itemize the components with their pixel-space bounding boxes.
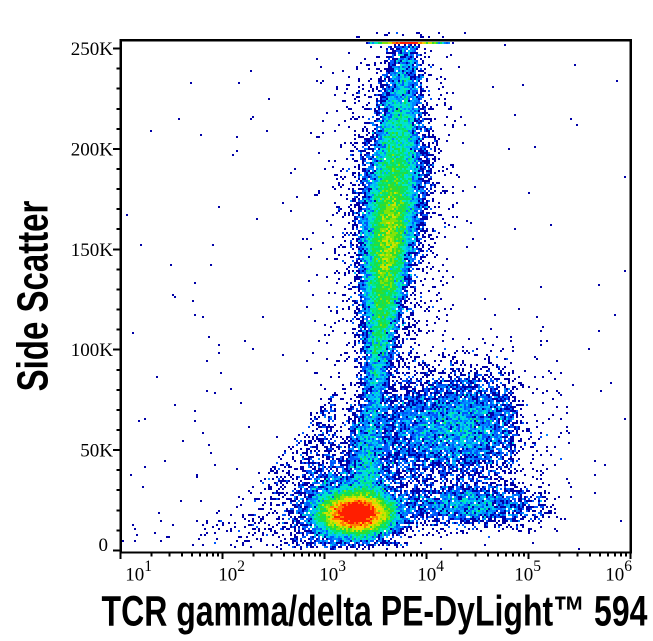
svg-text:0: 0 [99, 535, 109, 556]
svg-text:50K: 50K [80, 441, 113, 462]
svg-text:2: 2 [237, 558, 245, 575]
svg-text:4: 4 [436, 558, 444, 575]
svg-text:100K: 100K [71, 340, 114, 361]
svg-text:3: 3 [338, 558, 346, 575]
svg-text:10: 10 [125, 565, 144, 586]
svg-text:10: 10 [417, 565, 436, 586]
svg-text:10: 10 [218, 565, 237, 586]
svg-text:150K: 150K [71, 240, 114, 261]
svg-text:5: 5 [533, 558, 541, 575]
svg-text:10: 10 [319, 565, 338, 586]
svg-text:10: 10 [514, 565, 533, 586]
svg-text:200K: 200K [71, 140, 114, 161]
svg-text:6: 6 [624, 558, 632, 575]
svg-text:1: 1 [144, 558, 152, 575]
svg-text:250K: 250K [71, 39, 114, 60]
svg-text:10: 10 [605, 565, 624, 586]
